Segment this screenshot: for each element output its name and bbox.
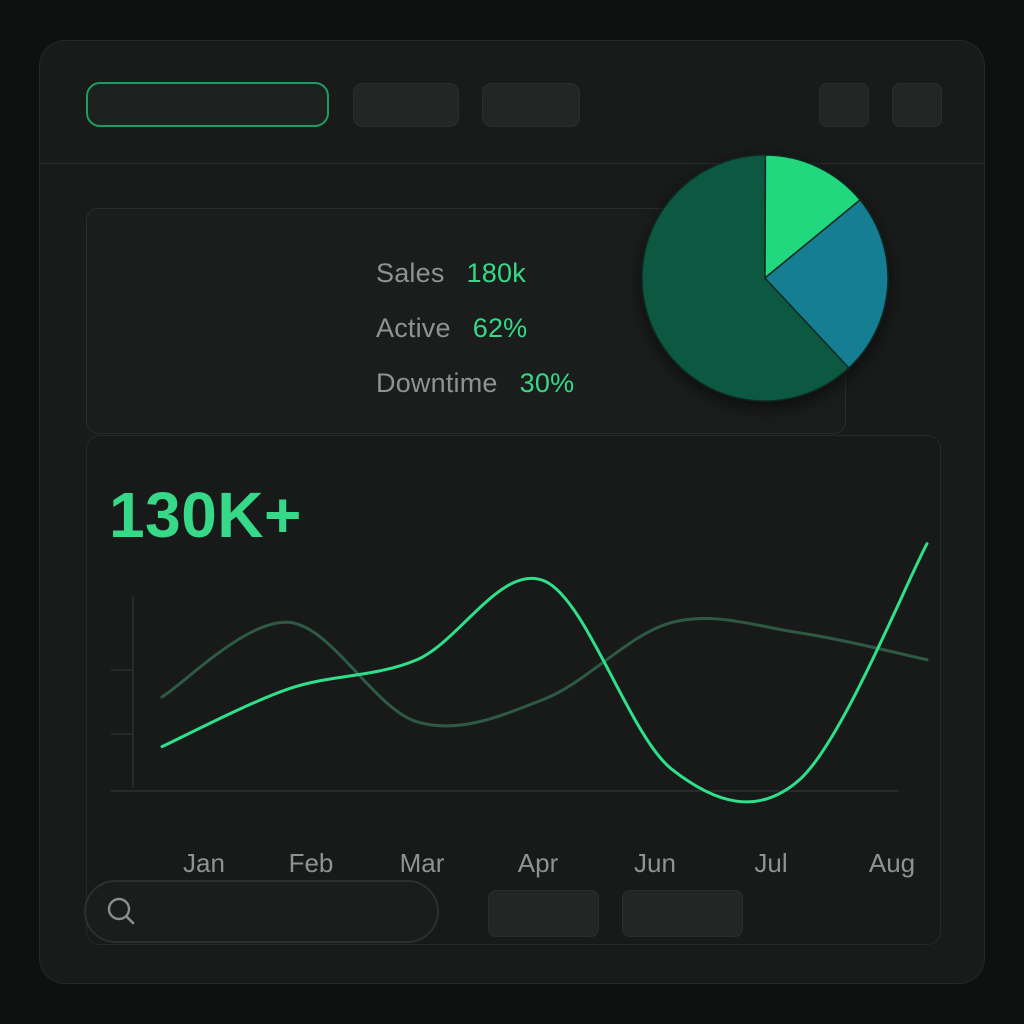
stat-sales: Sales 180k	[376, 258, 526, 289]
stat-active: Active 62%	[376, 313, 527, 344]
line-chart-card: 130K+ Jan Feb Mar Apr Jun Jul Aug	[86, 435, 941, 945]
x-tick-label-feb: Feb	[289, 848, 334, 878]
bottom-action-button-2[interactable]	[622, 890, 743, 937]
pie-slice-1	[641, 154, 850, 402]
series-line-1	[160, 542, 929, 804]
x-tick-label-mar: Mar	[400, 848, 445, 878]
stat-active-label: Active	[376, 313, 451, 343]
x-tick-label-jun: Jun	[634, 848, 676, 878]
toolbar-action-button-1[interactable]	[819, 83, 869, 127]
stat-sales-label: Sales	[376, 258, 445, 288]
search-icon	[107, 897, 135, 925]
bottom-action-button-1[interactable]	[488, 890, 599, 937]
series-line-2	[160, 616, 929, 728]
stat-sales-value: 180k	[466, 258, 526, 288]
x-tick-label-jan: Jan	[183, 848, 225, 878]
x-tick-label-aug: Aug	[869, 848, 915, 878]
pie-slice-3	[763, 198, 889, 370]
pie-chart	[641, 154, 889, 402]
toolbar-tab-active[interactable]	[86, 82, 329, 127]
search-input[interactable]	[148, 882, 418, 941]
toolbar-action-button-2[interactable]	[892, 83, 942, 127]
pie-slice-2	[764, 154, 862, 280]
toolbar-tab-2[interactable]	[353, 83, 459, 127]
headline-stat: 130K+	[109, 479, 302, 551]
x-tick-label-jul: Jul	[754, 848, 787, 878]
dashboard-window: Sales 180k Active 62% Downtime 30% 130K+ Ja…	[39, 40, 985, 984]
toolbar-divider	[40, 163, 984, 164]
stat-downtime: Downtime 30%	[376, 368, 574, 399]
toolbar-tab-3[interactable]	[482, 83, 580, 127]
x-tick-label-apr: Apr	[518, 848, 559, 878]
stat-downtime-value: 30%	[519, 368, 575, 398]
line-chart: Jan Feb Mar Apr Jun Jul Aug	[111, 542, 929, 878]
stat-downtime-label: Downtime	[376, 368, 498, 398]
stat-active-value: 62%	[472, 313, 528, 343]
search-bar[interactable]	[84, 880, 439, 943]
